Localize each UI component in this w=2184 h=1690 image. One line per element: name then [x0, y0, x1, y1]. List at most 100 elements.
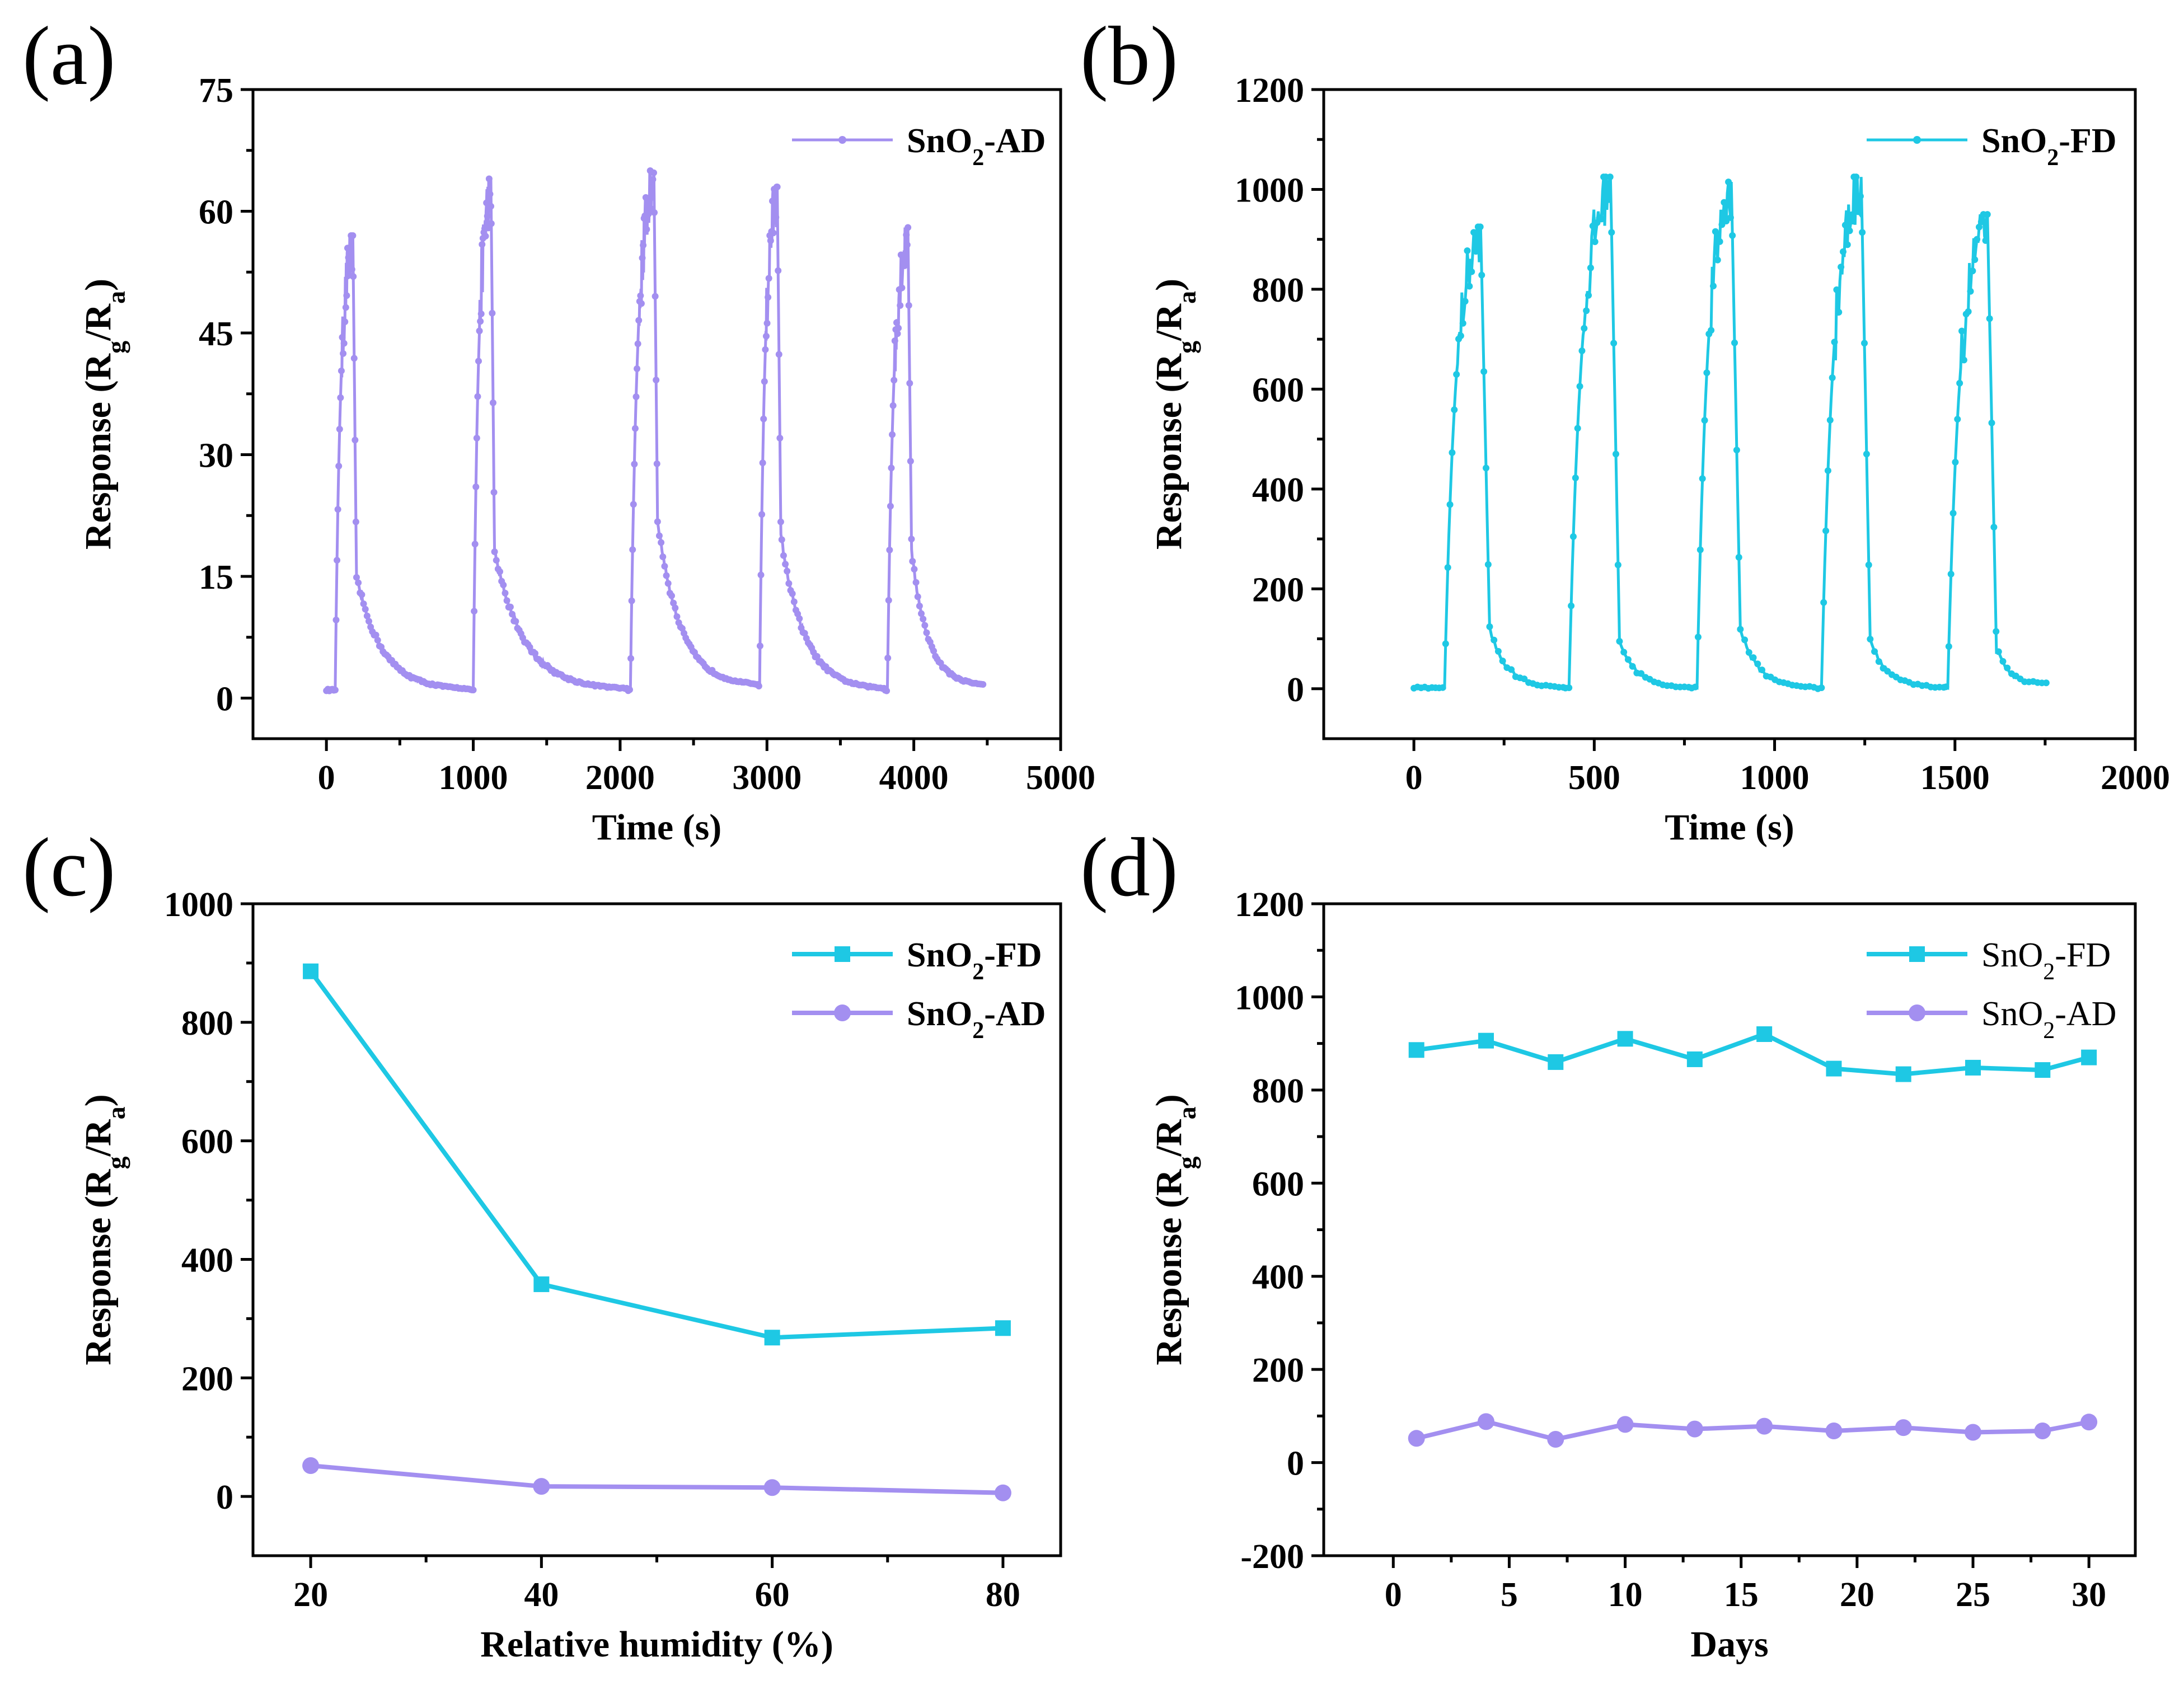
data-point: [1508, 666, 1515, 673]
data-point: [331, 687, 339, 693]
panel-label: (a): [22, 10, 115, 102]
data-point: [1990, 524, 1998, 531]
data-area: [302, 963, 1011, 1501]
data-point: [471, 608, 478, 615]
data-point: [351, 436, 359, 444]
data-point: [789, 590, 796, 597]
y-tick-label: 800: [1252, 271, 1304, 309]
data-point: [1483, 464, 1489, 472]
data-point: [374, 636, 381, 644]
data-point: [512, 618, 519, 625]
data-point: [1486, 623, 1493, 630]
data-point: [338, 367, 345, 374]
data-point: [358, 591, 365, 598]
plot-frame: [251, 88, 1062, 740]
data-point: [790, 598, 798, 605]
data-point: [1610, 340, 1618, 347]
data-point: [887, 503, 894, 510]
data-point: [1696, 546, 1704, 553]
data-point: [1583, 307, 1590, 314]
data-point: [1585, 292, 1592, 299]
data-point: [916, 602, 923, 609]
data-point: [630, 501, 637, 508]
plot-frame: [1322, 88, 2137, 740]
data-point: [782, 561, 789, 568]
data-point: [1686, 1420, 1703, 1438]
data-point: [1464, 247, 1471, 254]
data-point: [1477, 223, 1484, 231]
data-point: [1699, 475, 1706, 482]
data-point: [673, 613, 681, 620]
series-line-SnO2-FD: [1416, 1031, 2090, 1077]
data-point: [930, 647, 938, 655]
y-tick-label: 200: [1252, 1351, 1304, 1389]
data-point: [479, 241, 486, 248]
y-tick-label: 200: [1252, 571, 1304, 609]
data-point: [500, 581, 507, 589]
data-point: [644, 196, 651, 203]
data-point: [889, 402, 897, 409]
data-point: [785, 580, 793, 587]
data-point: [759, 459, 766, 467]
y-tick-label: 400: [1252, 471, 1304, 509]
data-point: [1735, 553, 1742, 561]
data-point: [888, 464, 895, 472]
data-point: [1478, 1032, 1494, 1049]
data-point: [1461, 298, 1469, 305]
series-line-SnO2-FD: [1413, 175, 2049, 691]
x-tick-label: 3000: [732, 759, 802, 797]
data-point: [1617, 1031, 1633, 1047]
x-tick-label: 0: [318, 759, 335, 797]
data-point: [1499, 658, 1506, 665]
data-point: [477, 310, 485, 317]
x-axis-label: Time (s): [592, 807, 722, 848]
data-point: [1591, 238, 1599, 245]
data-point: [493, 557, 500, 564]
data-point: [784, 567, 791, 575]
data-point: [346, 259, 354, 266]
data-point: [1818, 684, 1825, 691]
data-point: [767, 237, 774, 245]
y-tick-label: 1000: [1235, 171, 1304, 209]
data-point: [343, 292, 350, 299]
data-point: [894, 330, 901, 337]
legend-marker: [1913, 136, 1921, 144]
legend-marker: [1909, 946, 1925, 962]
data-point: [653, 460, 660, 467]
data-point: [994, 1484, 1011, 1501]
data-point: [1956, 379, 1963, 387]
panel-label: (c): [22, 821, 115, 914]
data-point: [1466, 283, 1473, 290]
data-point: [775, 351, 782, 358]
data-point: [1952, 458, 1959, 466]
data-point: [628, 597, 635, 604]
data-point: [884, 654, 892, 661]
data-point: [363, 612, 371, 619]
data-point: [372, 631, 379, 639]
data-point: [902, 260, 909, 267]
data-point: [658, 539, 665, 546]
data-point: [891, 337, 898, 344]
data-point: [1733, 447, 1740, 454]
y-tick-label: 600: [1252, 1165, 1304, 1203]
legend-label: SnO2-FD: [1981, 936, 2111, 985]
data-point: [1694, 633, 1702, 641]
x-axis-label: Time (s): [1665, 807, 1794, 848]
data-point: [365, 618, 373, 625]
data-point: [1986, 315, 1993, 322]
legend-marker: [835, 946, 850, 962]
data-point: [491, 548, 498, 556]
data-point: [1457, 332, 1464, 340]
data-point: [1581, 325, 1588, 332]
data-point: [765, 294, 772, 301]
data-point: [1745, 649, 1752, 656]
data-point: [1754, 660, 1761, 668]
data-point: [777, 518, 784, 525]
y-axis-label: Response (Rg/Ra): [1149, 279, 1201, 550]
data-point: [756, 642, 763, 650]
y-axis-label: Response (Rg/Ra): [1149, 1094, 1201, 1365]
data-point: [758, 511, 766, 518]
data-point: [672, 604, 679, 612]
data-point: [1825, 1422, 1843, 1439]
x-tick-label: 1000: [1740, 759, 1810, 797]
